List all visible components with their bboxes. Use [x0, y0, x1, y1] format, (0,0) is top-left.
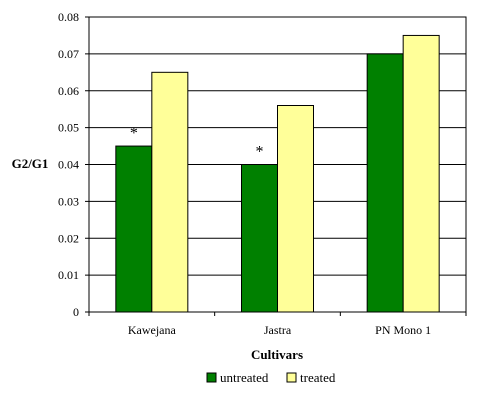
bar-untreated	[115, 145, 153, 313]
x-tick-label: Kawejana	[128, 323, 177, 337]
y-axis-ticks: 0 0.01 0.02 0.03 0.04 0.05 0.06 0.07 0.08	[58, 10, 89, 319]
y-tick-label: 0	[73, 305, 79, 319]
x-tick-label: PN Mono 1	[375, 323, 431, 337]
x-tick-label: Jastra	[264, 323, 292, 337]
y-tick-label: 0.02	[58, 231, 79, 245]
bars	[115, 34, 440, 313]
y-axis-title: G2/G1	[12, 156, 49, 171]
legend-label-treated: treated	[300, 370, 336, 385]
x-axis-title: Cultivars	[251, 347, 303, 362]
y-tick-label: 0.06	[58, 84, 79, 98]
y-tick-label: 0.08	[58, 10, 79, 24]
bar-treated	[402, 34, 440, 313]
y-tick-label: 0.07	[58, 47, 79, 61]
significance-marker: *	[130, 125, 138, 142]
bar-treated	[151, 71, 189, 313]
y-tick-label: 0.04	[58, 158, 79, 172]
legend-label-untreated: untreated	[220, 370, 269, 385]
annotations: **	[130, 125, 264, 160]
bar-untreated	[366, 53, 404, 313]
y-tick-label: 0.05	[58, 121, 79, 135]
bar-treated	[277, 105, 314, 313]
legend-swatch-treated	[286, 372, 297, 383]
bar-untreated	[241, 164, 278, 313]
y-tick-label: 0.01	[58, 268, 79, 282]
x-axis-ticks: Kawejana Jastra PN Mono 1	[88, 312, 467, 337]
y-tick-label: 0.03	[58, 194, 79, 208]
legend-swatch-untreated	[206, 372, 217, 383]
legend: untreated treated	[206, 370, 336, 385]
significance-marker: *	[256, 144, 264, 161]
